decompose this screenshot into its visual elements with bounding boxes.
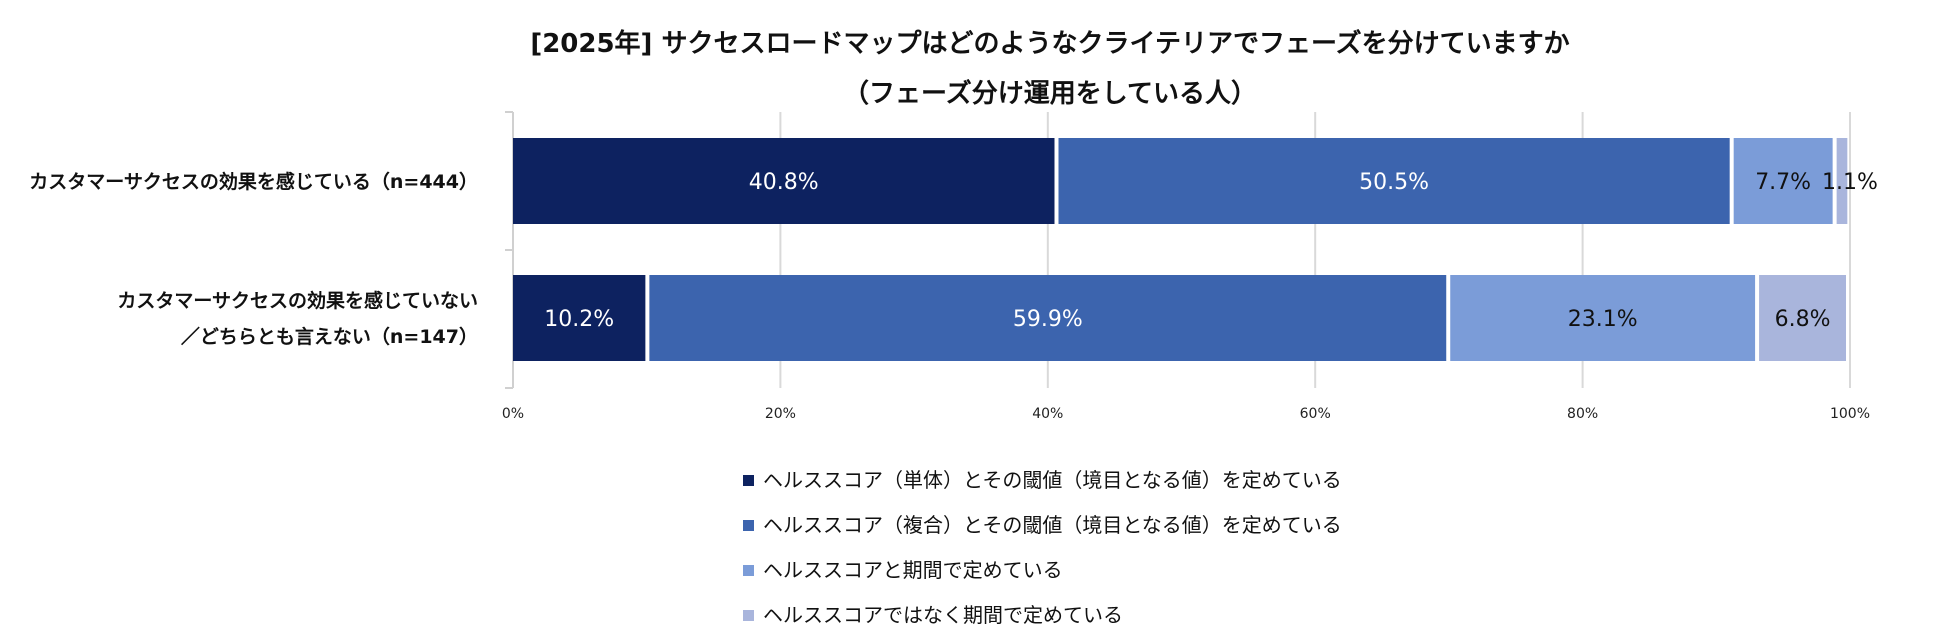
bar-segment-1-1	[649, 275, 1447, 361]
bar-segment-1-0	[513, 275, 646, 361]
x-tick-label-1: 20%	[765, 406, 796, 422]
x-tick-label-3: 60%	[1300, 406, 1331, 422]
legend-swatch-3	[743, 610, 754, 621]
data-label-1-1: 59.9%	[1013, 307, 1083, 332]
data-label-1-2: 23.1%	[1568, 307, 1638, 332]
bar-segment-0-3	[1836, 138, 1848, 224]
legend-label-3: ヘルススコアではなく期間で定めている	[763, 603, 1123, 627]
chart-title: [2025年] サクセスロードマップはどのようなクライテリアでフェーズを分けてい…	[530, 28, 1569, 109]
bar-segment-0-2	[1733, 138, 1833, 224]
legend-swatch-1	[743, 520, 754, 531]
data-label-0-1: 50.5%	[1359, 170, 1429, 195]
bar-segment-1-3	[1759, 275, 1846, 361]
bar-segment-1-2	[1450, 275, 1756, 361]
data-label-1-0: 10.2%	[544, 307, 614, 332]
bar-segment-0-0	[513, 138, 1055, 224]
category-label-0-0: カスタマーサクセスの効果を感じている（n=444）	[29, 170, 478, 193]
x-tick-label-0: 0%	[502, 406, 524, 422]
legend-label-2: ヘルススコアと期間で定めている	[763, 558, 1063, 582]
data-labels: 40.8% 50.5% 7.7% 1.1% 10.2% 59.9% 23.1% 6.8%	[544, 170, 1878, 332]
x-tick-label-4: 80%	[1567, 406, 1598, 422]
legend: ヘルススコア（単体）とその閾値（境目となる値）を定めているヘルススコア（複合）と…	[743, 468, 1342, 627]
legend-swatch-2	[743, 565, 754, 576]
category-labels: カスタマーサクセスの効果を感じている（n=444） カスタマーサクセスの効果を感じ…	[29, 170, 478, 348]
legend-swatch-0	[743, 475, 754, 486]
x-tick-label-2: 40%	[1032, 406, 1063, 422]
legend-label-0: ヘルススコア（単体）とその閾値（境目となる値）を定めている	[763, 468, 1342, 492]
bars	[513, 138, 1848, 361]
chart-title-line-2: （フェーズ分け運用をしている人）	[843, 78, 1257, 109]
category-axis-line	[505, 111, 514, 389]
x-tick-labels: 0% 20% 40% 60% 80% 100%	[502, 406, 1870, 422]
data-label-0-0: 40.8%	[749, 170, 819, 195]
bar-segment-0-1	[1058, 138, 1730, 224]
data-label-0-2: 7.7%	[1755, 170, 1811, 195]
chart-title-line-1: [2025年] サクセスロードマップはどのようなクライテリアでフェーズを分けてい…	[530, 28, 1569, 59]
category-label-1-1: ／どちらとも言えない（n=147）	[181, 325, 478, 348]
data-label-1-3: 6.8%	[1775, 307, 1831, 332]
legend-label-1: ヘルススコア（複合）とその閾値（境目となる値）を定めている	[763, 513, 1342, 537]
category-label-1-0: カスタマーサクセスの効果を感じていない	[117, 289, 478, 312]
data-label-0-3: 1.1%	[1822, 170, 1878, 195]
x-tick-label-5: 100%	[1830, 406, 1870, 422]
